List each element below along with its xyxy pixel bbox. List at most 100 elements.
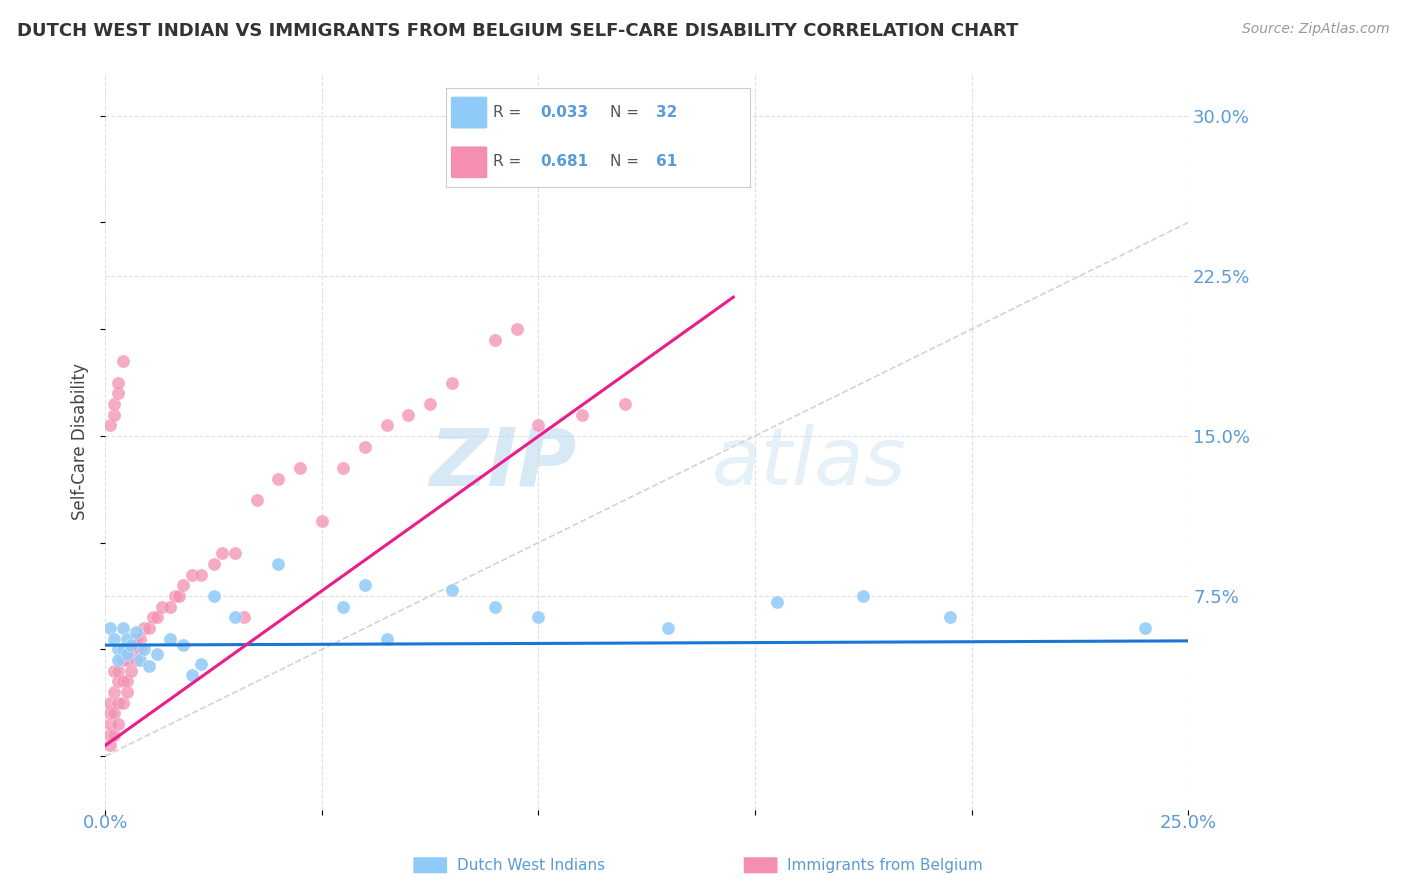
Point <box>224 546 246 560</box>
Point <box>107 642 129 657</box>
Point <box>167 589 190 603</box>
Point <box>107 717 129 731</box>
Point <box>159 632 181 646</box>
Point <box>98 717 121 731</box>
Point <box>115 674 138 689</box>
Point <box>103 664 125 678</box>
Point <box>150 599 173 614</box>
Point <box>103 728 125 742</box>
Text: Immigrants from Belgium: Immigrants from Belgium <box>787 858 983 872</box>
Point <box>375 418 398 433</box>
Point <box>98 621 121 635</box>
Point <box>267 557 290 571</box>
Point <box>163 589 186 603</box>
Text: DUTCH WEST INDIAN VS IMMIGRANTS FROM BELGIUM SELF-CARE DISABILITY CORRELATION CH: DUTCH WEST INDIAN VS IMMIGRANTS FROM BEL… <box>17 22 1018 40</box>
Point <box>484 599 506 614</box>
Point <box>98 696 121 710</box>
Point <box>375 632 398 646</box>
Point <box>332 599 354 614</box>
Point <box>107 674 129 689</box>
Point <box>224 610 246 624</box>
Point <box>138 659 160 673</box>
Point <box>128 632 150 646</box>
Point <box>111 696 134 710</box>
Point <box>120 664 142 678</box>
Point <box>159 599 181 614</box>
Point <box>120 638 142 652</box>
Point <box>107 386 129 401</box>
Point <box>527 610 550 624</box>
Point <box>180 567 202 582</box>
Point <box>614 397 637 411</box>
Text: Dutch West Indians: Dutch West Indians <box>457 858 605 872</box>
Point <box>111 642 134 657</box>
Point <box>115 653 138 667</box>
Point <box>124 653 146 667</box>
Point <box>111 674 134 689</box>
Point <box>103 397 125 411</box>
Point <box>288 461 311 475</box>
Point <box>571 408 593 422</box>
Point <box>111 354 134 368</box>
Point <box>124 625 146 640</box>
Point <box>98 728 121 742</box>
Point <box>103 408 125 422</box>
Text: Source: ZipAtlas.com: Source: ZipAtlas.com <box>1241 22 1389 37</box>
Point <box>107 653 129 667</box>
Point <box>190 567 212 582</box>
Point <box>765 595 787 609</box>
Point <box>190 657 212 672</box>
Point <box>180 668 202 682</box>
Point <box>396 408 419 422</box>
Point <box>484 333 506 347</box>
Point <box>128 642 150 657</box>
Point <box>246 493 269 508</box>
Point <box>354 578 377 592</box>
Point <box>492 169 515 183</box>
Point <box>107 664 129 678</box>
Point <box>134 642 156 657</box>
Point <box>146 647 169 661</box>
Point <box>146 610 169 624</box>
Point <box>124 632 146 646</box>
Point <box>211 546 233 560</box>
Point <box>202 557 225 571</box>
Point <box>134 621 156 635</box>
Point <box>332 461 354 475</box>
Y-axis label: Self-Care Disability: Self-Care Disability <box>72 363 89 520</box>
Point <box>98 706 121 721</box>
Point <box>103 706 125 721</box>
Point <box>657 621 679 635</box>
Point <box>354 440 377 454</box>
Point <box>107 696 129 710</box>
Point <box>852 589 875 603</box>
Point <box>115 685 138 699</box>
Point <box>939 610 962 624</box>
Point <box>107 376 129 390</box>
Point <box>232 610 254 624</box>
Point <box>98 739 121 753</box>
Point <box>267 472 290 486</box>
Point <box>202 589 225 603</box>
Point <box>172 638 194 652</box>
Point <box>98 418 121 433</box>
Point <box>172 578 194 592</box>
Point <box>120 642 142 657</box>
Point <box>128 653 150 667</box>
Point <box>440 582 463 597</box>
Point <box>1133 621 1156 635</box>
Point <box>115 647 138 661</box>
Point <box>506 322 529 336</box>
Text: atlas: atlas <box>711 425 907 502</box>
Point <box>115 632 138 646</box>
Text: ZIP: ZIP <box>429 425 576 502</box>
Point <box>103 632 125 646</box>
Point <box>111 653 134 667</box>
Point <box>311 514 333 528</box>
Point <box>138 621 160 635</box>
Point <box>419 397 441 411</box>
Point <box>111 621 134 635</box>
Point <box>103 685 125 699</box>
Point <box>440 376 463 390</box>
Point <box>527 418 550 433</box>
